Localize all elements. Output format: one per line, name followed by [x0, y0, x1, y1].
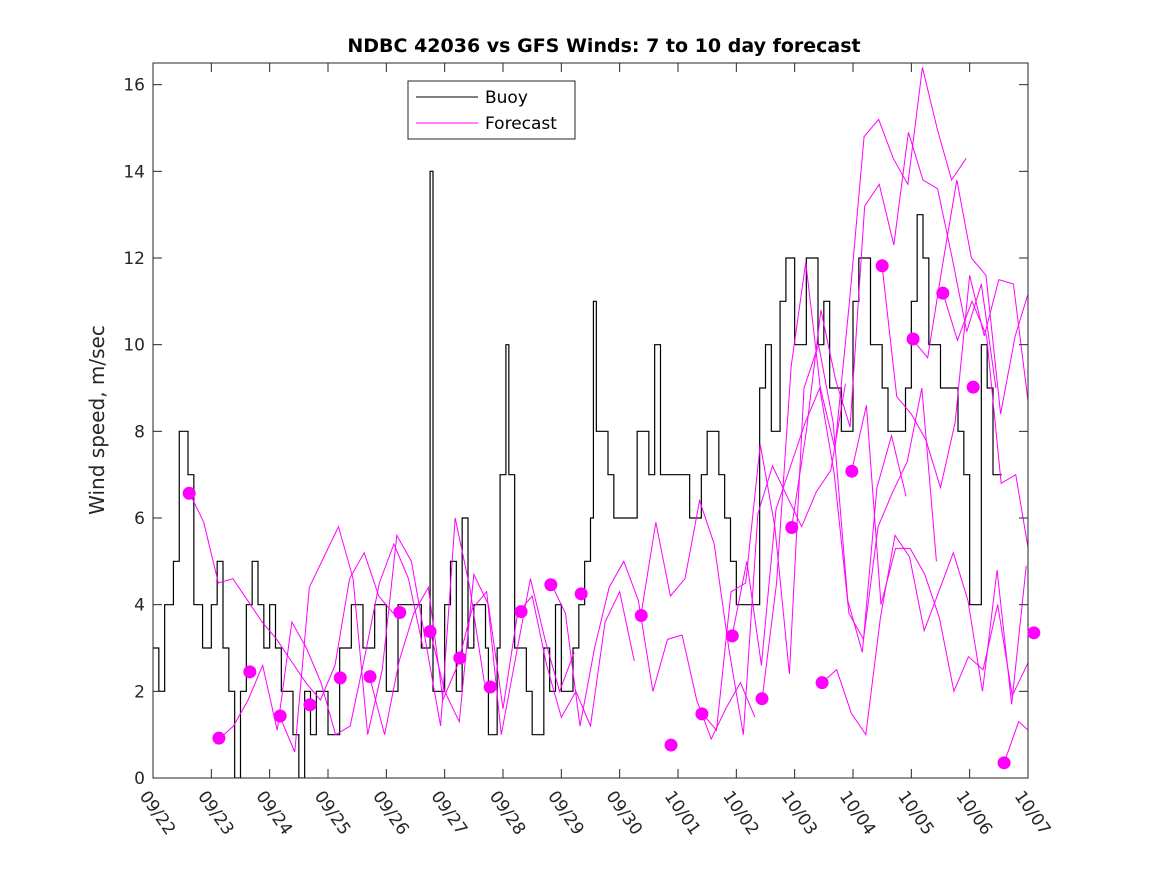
forecast-line-10	[791, 132, 997, 527]
y-tick-label: 14	[123, 162, 145, 182]
forecast-marker	[182, 486, 196, 500]
chart-title: NDBC 42036 vs GFS Winds: 7 to 10 day for…	[347, 35, 860, 57]
y-tick-label: 12	[123, 249, 145, 269]
forecast-marker	[273, 709, 287, 723]
forecast-line-9	[761, 67, 967, 701]
forecast-marker	[363, 670, 377, 684]
forecast-line-8	[731, 386, 937, 666]
forecast-marker	[423, 625, 437, 639]
forecast-line-15	[942, 292, 1028, 551]
series-group	[153, 67, 1028, 778]
y-tick-label: 8	[134, 422, 145, 442]
y-tick-label: 10	[123, 336, 145, 356]
axes-box	[152, 62, 1029, 779]
forecast-marker	[997, 756, 1011, 770]
forecast-marker	[333, 671, 347, 685]
forecast-line-0	[188, 491, 394, 701]
forecast-marker	[574, 587, 588, 601]
y-tick-label: 2	[134, 682, 145, 702]
legend-box	[407, 80, 576, 140]
forecast-marker	[966, 380, 980, 394]
forecast-marker	[634, 609, 648, 622]
forecast-marker	[243, 665, 257, 679]
forecast-marker	[695, 707, 709, 721]
forecast-marker	[815, 676, 829, 690]
forecast-line-4	[429, 572, 635, 728]
forecast-marker	[725, 629, 739, 643]
legend-buoy-label: Buoy	[485, 88, 528, 108]
buoy-line	[153, 170, 1002, 778]
forecast-line-12	[851, 405, 1028, 698]
forecast-marker	[785, 521, 799, 535]
forecast-line-1	[218, 542, 424, 740]
forecast-marker	[936, 286, 950, 300]
forecast-marker	[1027, 626, 1041, 640]
y-tick-label: 16	[123, 76, 145, 96]
y-tick-label: 4	[134, 596, 145, 616]
forecast-marker	[544, 578, 558, 592]
forecast-marker	[875, 259, 889, 273]
forecast-line-11	[821, 534, 1027, 737]
forecast-marker	[212, 731, 226, 745]
forecast-marker	[303, 698, 317, 712]
forecast-line-5	[550, 560, 756, 741]
forecast-line-7	[701, 342, 907, 732]
forecast-marker	[393, 605, 407, 619]
legend-forecast-label: Forecast	[485, 114, 557, 134]
y-tick-label: 0	[134, 769, 145, 789]
forecast-marker	[845, 464, 859, 478]
forecast-line-16	[1003, 720, 1028, 764]
forecast-marker	[453, 651, 467, 665]
forecast-line-3	[369, 578, 575, 735]
forecast-line-2	[279, 517, 485, 753]
plot-area	[153, 63, 1028, 778]
forecast-marker	[483, 680, 497, 694]
legend: Buoy Forecast	[407, 80, 576, 140]
y-axis-label: Wind speed, m/sec	[85, 325, 109, 515]
y-tick-label: 6	[134, 509, 145, 529]
forecast-line-13	[881, 266, 1028, 490]
forecast-line-6	[640, 383, 846, 735]
forecast-line-14	[912, 179, 1028, 415]
forecast-marker	[664, 738, 678, 752]
forecast-marker	[514, 605, 528, 619]
forecast-marker	[906, 332, 920, 346]
forecast-marker	[755, 692, 769, 706]
